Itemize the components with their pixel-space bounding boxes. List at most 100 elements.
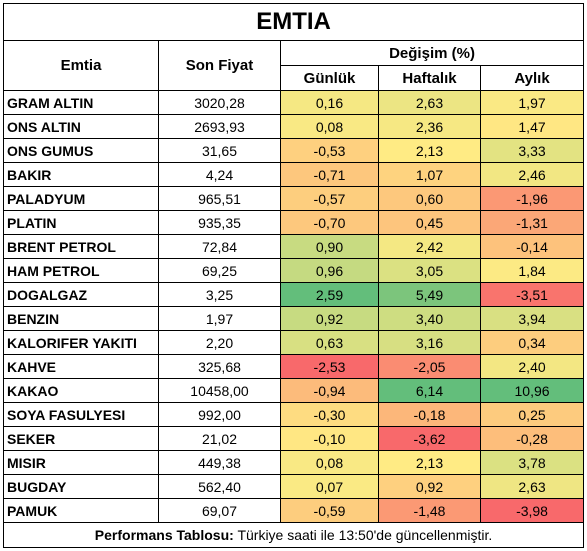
- price-cell: 31,65: [158, 138, 281, 163]
- change-cell: -2,53: [280, 354, 379, 379]
- change-cell: -0,57: [280, 186, 379, 211]
- column-header: Son Fiyat: [158, 40, 281, 91]
- commodity-name: MISIR: [3, 450, 159, 475]
- commodity-name: BUGDAY: [3, 474, 159, 499]
- change-cell: 2,13: [378, 138, 481, 163]
- table-row: ONS ALTIN 2693,93 0,08 2,36 1,47: [3, 114, 585, 139]
- change-cell: -0,94: [280, 378, 379, 403]
- table-row: KAHVE 325,68 -2,53 -2,05 2,40: [3, 354, 585, 379]
- footer: Performans Tablosu: Türkiye saati ile 13…: [2, 522, 585, 548]
- change-cell: 0,60: [378, 186, 481, 211]
- change-cell: 10,96: [479, 378, 585, 403]
- column-header: Günlük: [280, 65, 379, 91]
- footer-text: Türkiye saati ile 13:50'de güncellenmişt…: [237, 527, 493, 543]
- table-row: GRAM ALTIN 3020,28 0,16 2,63 1,97: [3, 90, 585, 115]
- commodity-name: PAMUK: [3, 498, 159, 523]
- change-cell: 0,45: [378, 210, 481, 235]
- change-cell: 2,63: [378, 90, 481, 115]
- change-cell: 0,92: [280, 306, 379, 331]
- table-row: BUGDAY 562,40 0,07 0,92 2,63: [3, 474, 585, 499]
- table-title: EMTIA: [2, 3, 585, 41]
- price-cell: 10458,00: [158, 378, 281, 403]
- table-row: ONS GUMUS 31,65 -0,53 2,13 3,33: [3, 138, 585, 163]
- price-cell: 21,02: [158, 426, 281, 451]
- table-row: MISIR 449,38 0,08 2,13 3,78: [3, 450, 585, 475]
- change-cell: 3,94: [479, 306, 585, 331]
- change-cell: 0,08: [280, 450, 379, 475]
- price-cell: 449,38: [158, 450, 281, 475]
- change-cell: 3,05: [378, 258, 481, 283]
- change-cell: -0,10: [280, 426, 379, 451]
- change-cell: 2,63: [479, 474, 585, 499]
- table-row: KALORIFER YAKITI 2,20 0,63 3,16 0,34: [3, 330, 585, 355]
- change-cell: -0,71: [280, 162, 379, 187]
- commodity-table: EMTIA Emtia Son Fiyat Değişim (%) Günlük…: [2, 3, 585, 548]
- change-cell: -1,96: [479, 186, 585, 211]
- change-cell: -0,18: [378, 402, 481, 427]
- change-cell: -3,51: [479, 282, 585, 307]
- commodity-name: KAHVE: [3, 354, 159, 379]
- change-cell: 2,59: [280, 282, 379, 307]
- table-row: BAKIR 4,24 -0,71 1,07 2,46: [3, 162, 585, 187]
- commodity-name: BAKIR: [3, 162, 159, 187]
- change-cell: 0,08: [280, 114, 379, 139]
- change-cell: 1,47: [479, 114, 585, 139]
- change-cell: 2,13: [378, 450, 481, 475]
- price-cell: 562,40: [158, 474, 281, 499]
- change-cell: 6,14: [378, 378, 481, 403]
- change-cell: 2,36: [378, 114, 481, 139]
- price-cell: 69,07: [158, 498, 281, 523]
- price-cell: 69,25: [158, 258, 281, 283]
- table-row: SOYA FASULYESI 992,00 -0,30 -0,18 0,25: [3, 402, 585, 427]
- price-cell: 935,35: [158, 210, 281, 235]
- change-cell: 2,42: [378, 234, 481, 259]
- commodity-name: PLATIN: [3, 210, 159, 235]
- commodity-name: PALADYUM: [3, 186, 159, 211]
- group-header: Değişim (%): [279, 40, 585, 66]
- change-cell: 5,49: [378, 282, 481, 307]
- change-cell: 2,46: [479, 162, 585, 187]
- change-cell: -1,31: [479, 210, 585, 235]
- table-row: PALADYUM 965,51 -0,57 0,60 -1,96: [3, 186, 585, 211]
- change-cell: -0,70: [280, 210, 379, 235]
- change-cell: 0,25: [479, 402, 585, 427]
- change-cell: -1,48: [378, 498, 481, 523]
- table-row: PLATIN 935,35 -0,70 0,45 -1,31: [3, 210, 585, 235]
- table-row: BENZIN 1,97 0,92 3,40 3,94: [3, 306, 585, 331]
- column-header: Aylık: [479, 65, 585, 91]
- change-cell: -2,05: [378, 354, 481, 379]
- commodity-name: GRAM ALTIN: [3, 90, 159, 115]
- change-cell: 2,40: [479, 354, 585, 379]
- table-body: GRAM ALTIN 3020,28 0,16 2,63 1,97 ONS ALTIN 26…: [3, 90, 585, 523]
- change-cell: 1,07: [378, 162, 481, 187]
- change-cell: 1,84: [479, 258, 585, 283]
- price-cell: 965,51: [158, 186, 281, 211]
- change-cell: 0,16: [280, 90, 379, 115]
- change-cell: -0,28: [479, 426, 585, 451]
- commodity-name: HAM PETROL: [3, 258, 159, 283]
- change-cell: 0,63: [280, 330, 379, 355]
- commodity-name: KAKAO: [3, 378, 159, 403]
- change-cell: 0,96: [280, 258, 379, 283]
- commodity-name: BRENT PETROL: [3, 234, 159, 259]
- change-cell: -3,62: [378, 426, 481, 451]
- commodity-name: BENZIN: [3, 306, 159, 331]
- price-cell: 4,24: [158, 162, 281, 187]
- column-header: Haftalık: [378, 65, 481, 91]
- commodity-name: ONS ALTIN: [3, 114, 159, 139]
- change-cell: 0,07: [280, 474, 379, 499]
- change-cell: -0,30: [280, 402, 379, 427]
- column-header: Emtia: [3, 40, 159, 91]
- change-cell: 3,40: [378, 306, 481, 331]
- change-cell: -0,59: [280, 498, 379, 523]
- change-cell: 0,34: [479, 330, 585, 355]
- price-cell: 2693,93: [158, 114, 281, 139]
- commodity-name: DOGALGAZ: [3, 282, 159, 307]
- price-cell: 1,97: [158, 306, 281, 331]
- change-cell: -3,98: [479, 498, 585, 523]
- commodity-name: ONS GUMUS: [3, 138, 159, 163]
- price-cell: 3,25: [158, 282, 281, 307]
- table-row: HAM PETROL 69,25 0,96 3,05 1,84: [3, 258, 585, 283]
- table-row: PAMUK 69,07 -0,59 -1,48 -3,98: [3, 498, 585, 523]
